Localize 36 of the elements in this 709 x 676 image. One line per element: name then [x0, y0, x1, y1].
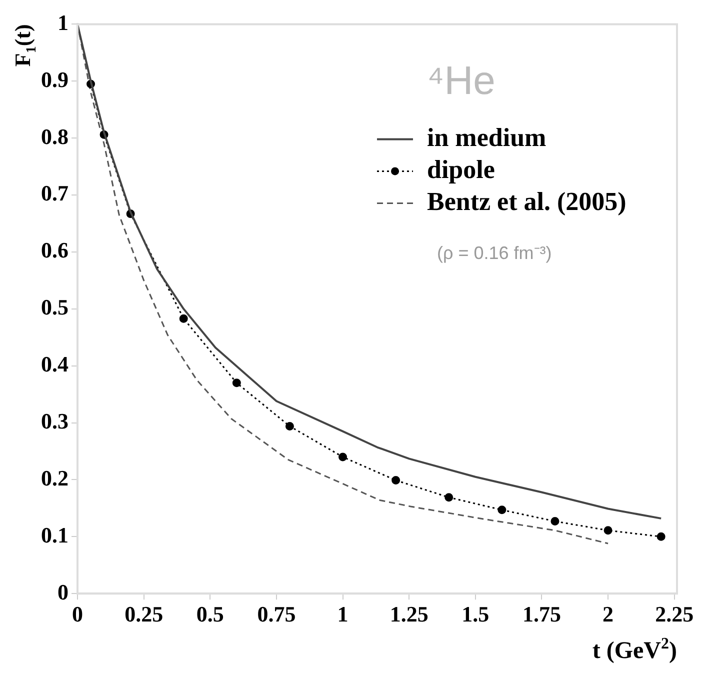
point — [338, 452, 348, 462]
x-tick-label: 0.25 — [124, 601, 164, 626]
annotation: (ρ = 0.16 fm⁻³) — [437, 243, 552, 264]
x-tick-label: 0.5 — [196, 601, 224, 626]
y-tick-label: 0 — [58, 579, 68, 604]
y-tick-label: 0.7 — [41, 180, 68, 206]
point — [392, 476, 400, 485]
point — [604, 526, 612, 535]
y-tick-label: 0.3 — [41, 408, 68, 434]
x-tick-label: 1.25 — [390, 601, 428, 626]
point — [232, 378, 241, 388]
y-tick-label: 0.4 — [41, 352, 68, 377]
y-tick-label: 0.8 — [41, 124, 68, 149]
x-tick-label: 1.75 — [522, 601, 561, 626]
x-tick-label: 2.25 — [655, 601, 694, 626]
y-tick-label: 0.2 — [41, 465, 68, 490]
x-tick-label: 2 — [602, 601, 614, 626]
point — [498, 506, 506, 514]
legend-label: dipole — [427, 154, 495, 184]
point — [179, 314, 188, 323]
y-tick-label: 0.5 — [41, 294, 68, 320]
legend-label: Bentz et al. (2005) — [427, 186, 626, 216]
x-tick-label: 1 — [337, 601, 348, 626]
annotation: ⁴He — [427, 59, 496, 104]
y-tick-label: 0.1 — [41, 522, 68, 548]
y-axis-title: F1(t) — [10, 24, 40, 67]
point — [550, 517, 560, 526]
y-tick-label: 1 — [58, 10, 68, 35]
point — [444, 493, 454, 502]
y-tick-label: 0.9 — [41, 66, 68, 92]
point — [656, 532, 666, 541]
x-tick-label: 1.5 — [462, 601, 490, 626]
point — [285, 422, 294, 430]
y-tick-label: 0.6 — [41, 238, 68, 263]
legend-label: in medium — [427, 122, 547, 152]
x-tick-label: 0.75 — [257, 601, 296, 626]
